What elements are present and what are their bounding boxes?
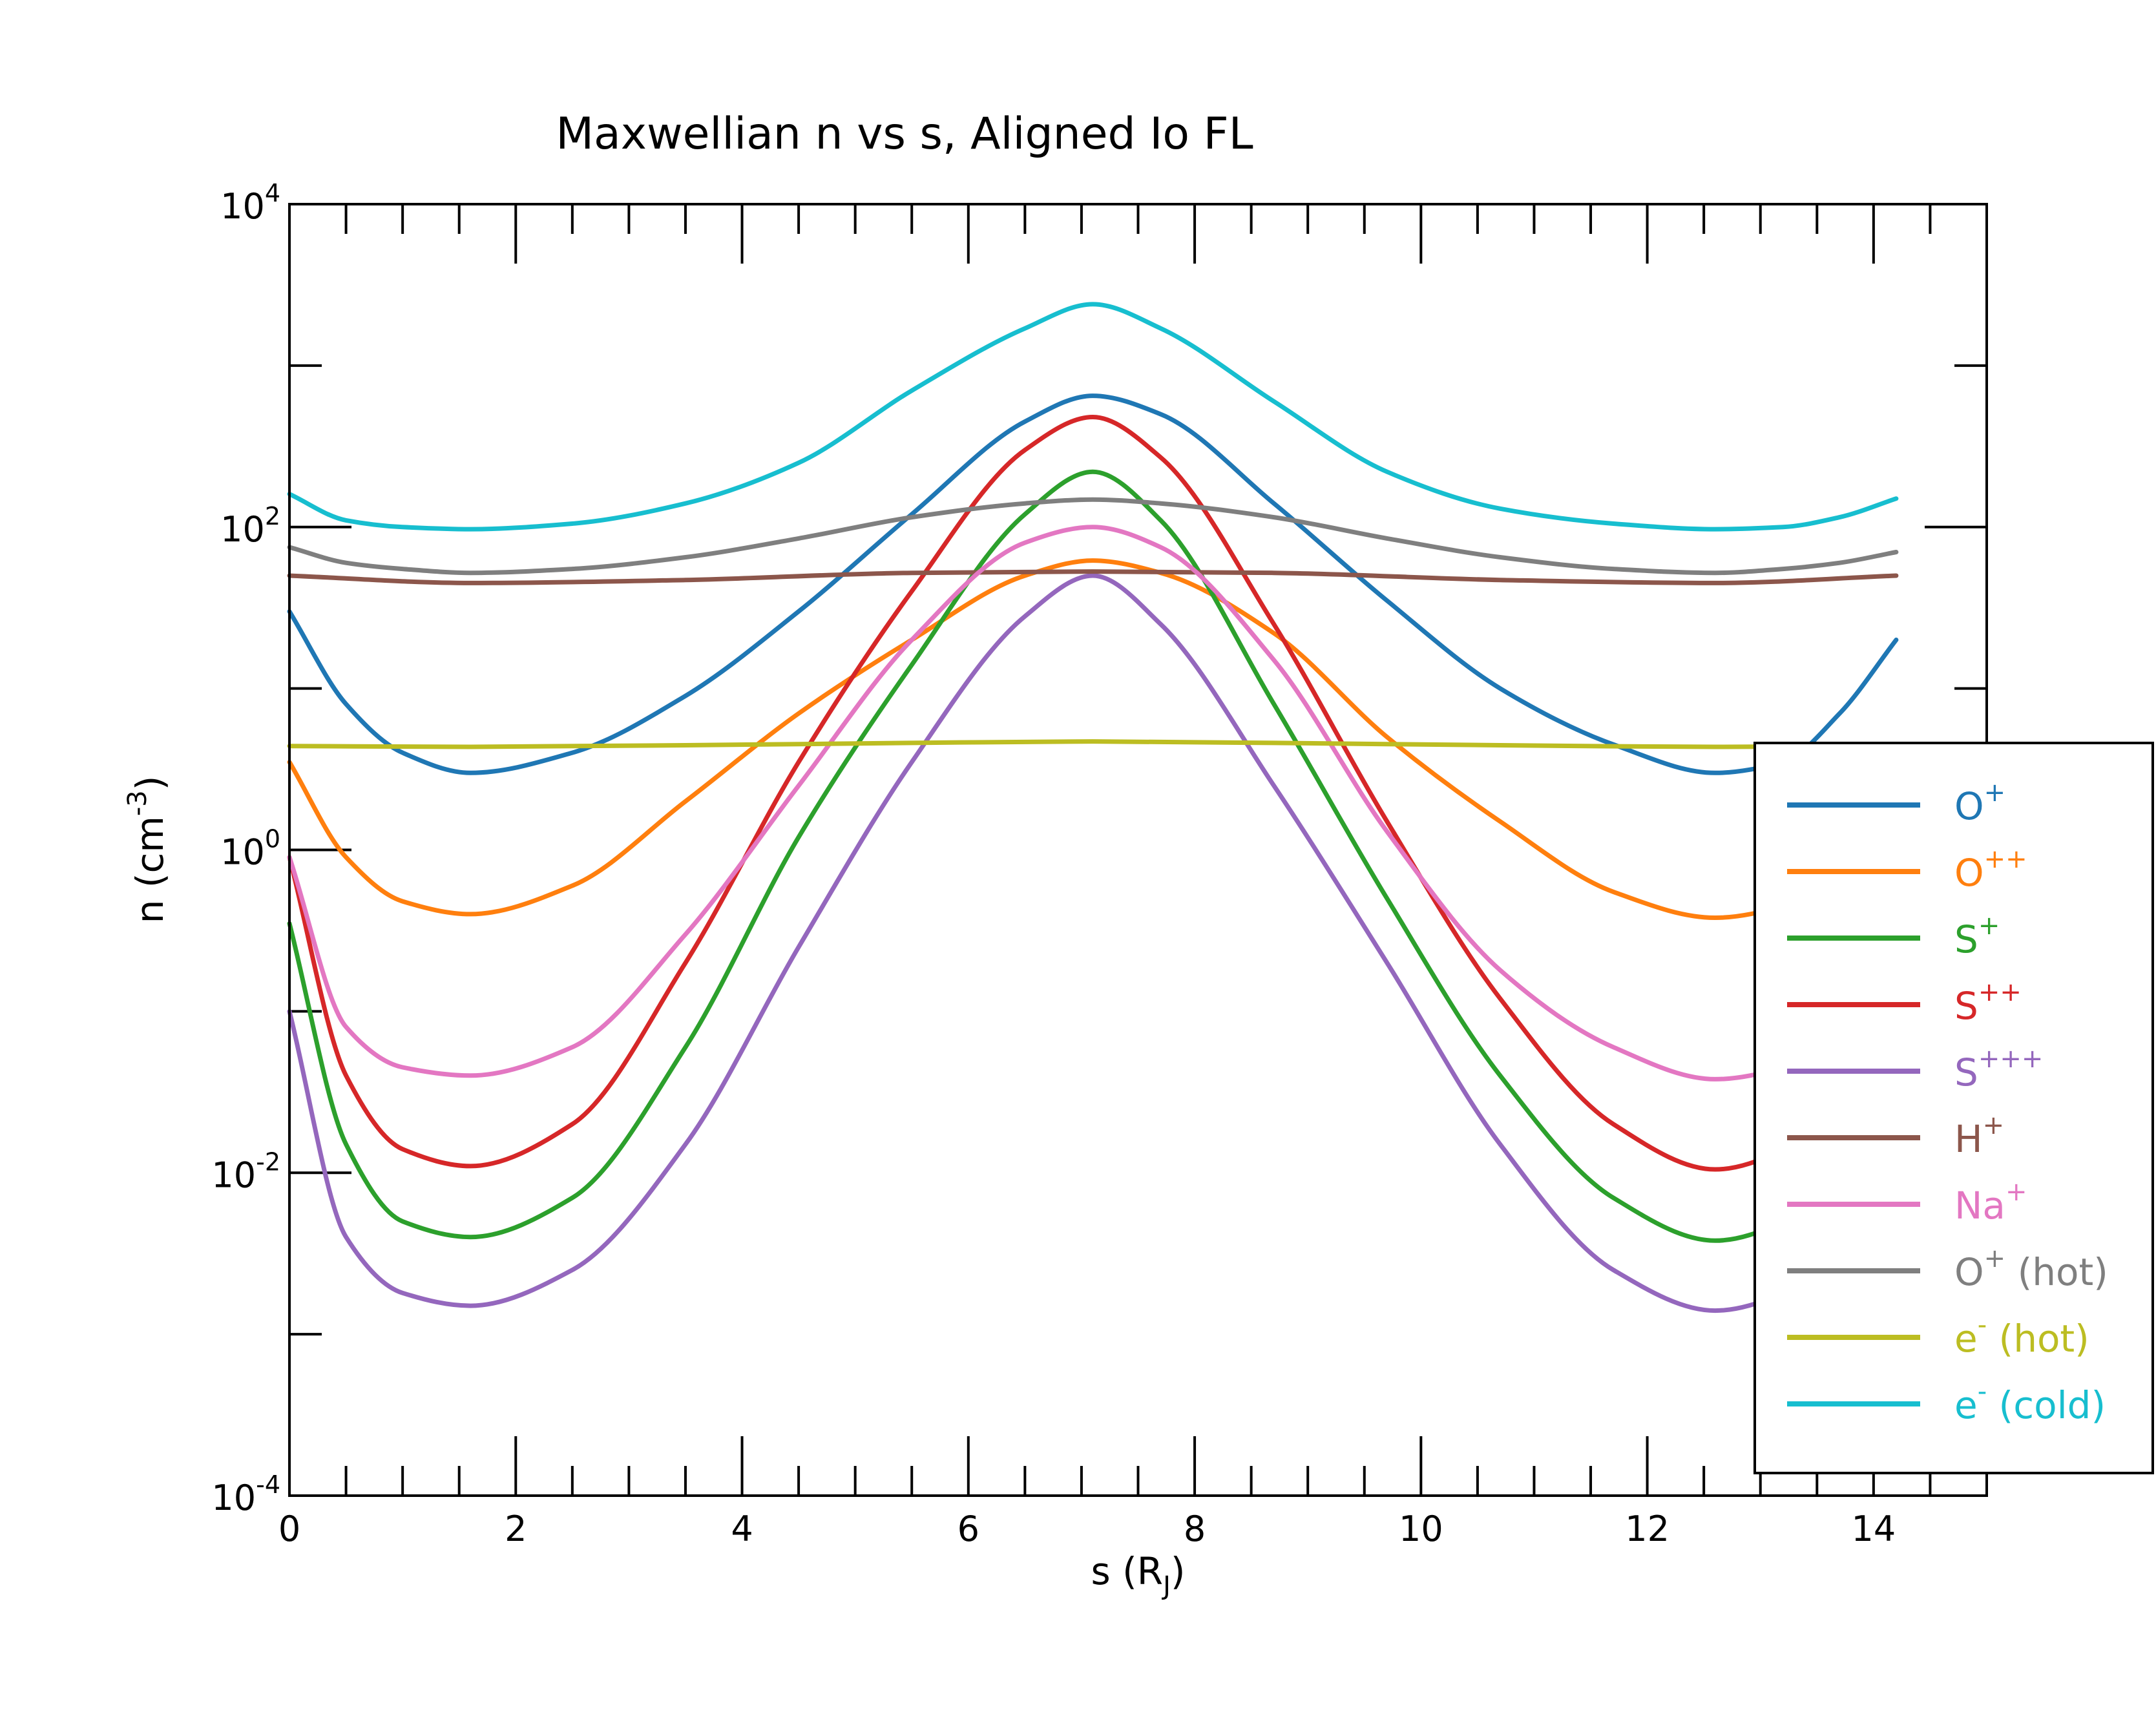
x-tick-label: 4 bbox=[731, 1509, 753, 1549]
legend-entry: S+ bbox=[1954, 911, 2000, 961]
y-axis: 10-4 10-2 100 102 104 bbox=[211, 179, 1987, 1518]
axis-labels: s (RJ) n (cm-3) bbox=[123, 776, 1186, 1601]
chart-title: Maxwellian n vs s, Aligned Io FL bbox=[556, 109, 1253, 160]
x-tick-label: 6 bbox=[958, 1509, 979, 1549]
y-tick-label: 100 bbox=[220, 825, 280, 873]
legend: O+ O++ S+ S++ S+++ H+ Na+ O+ (hot) e- (hot) e- (c… bbox=[1753, 742, 2154, 1474]
series-line-4 bbox=[287, 415, 1899, 1172]
y-axis-label: n (cm-3) bbox=[123, 776, 172, 924]
x-tick-label: 14 bbox=[1852, 1509, 1896, 1549]
x-tick-label: 8 bbox=[1184, 1509, 1206, 1549]
series-line-6 bbox=[287, 569, 1899, 585]
legend-entry: e- (cold) bbox=[1954, 1377, 2106, 1427]
legend-entry: O+ (hot) bbox=[1954, 1244, 2108, 1294]
legend-entry: O++ bbox=[1954, 844, 2027, 895]
legend-box bbox=[1753, 742, 2154, 1474]
series-line-7 bbox=[287, 525, 1899, 1082]
series-line-5 bbox=[287, 573, 1899, 1313]
legend-entry: Na+ bbox=[1954, 1177, 2027, 1228]
x-tick-label: 0 bbox=[278, 1509, 300, 1549]
y-tick-label: 102 bbox=[220, 502, 280, 550]
series-line-10 bbox=[287, 302, 1899, 532]
series-line-8 bbox=[287, 497, 1899, 576]
x-tick-label: 12 bbox=[1625, 1509, 1669, 1549]
x-tick-label: 10 bbox=[1399, 1509, 1443, 1549]
x-tick-label: 2 bbox=[505, 1509, 527, 1549]
legend-entry: H+ bbox=[1954, 1111, 2004, 1161]
legend-entry: S++ bbox=[1954, 978, 2022, 1028]
y-tick-label: 104 bbox=[220, 179, 280, 227]
y-tick-label: 10-2 bbox=[211, 1147, 280, 1195]
series-line-3 bbox=[287, 469, 1899, 1243]
x-axis-label: s (RJ) bbox=[1091, 1549, 1185, 1601]
legend-entry: S+++ bbox=[1954, 1044, 2043, 1094]
series-line-9 bbox=[287, 739, 1899, 749]
legend-entry: O+ bbox=[1954, 778, 2005, 828]
x-axis: 0 2 4 6 8 10 12 14 bbox=[278, 204, 1932, 1549]
legend-entry: e- (hot) bbox=[1954, 1310, 2089, 1361]
y-tick-label: 10-4 bbox=[211, 1470, 280, 1518]
series-line-2 bbox=[287, 558, 1899, 920]
series-line-1 bbox=[287, 393, 1899, 775]
series-layer bbox=[287, 302, 1899, 1313]
